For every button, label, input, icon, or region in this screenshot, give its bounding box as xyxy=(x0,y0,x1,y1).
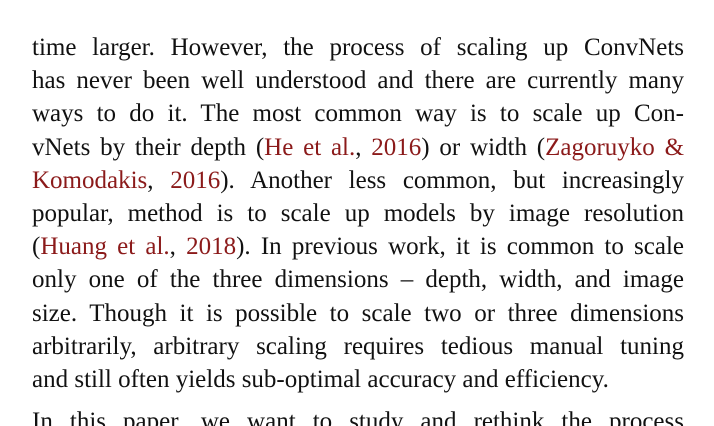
paragraph-line: size. Though it is possible to scale two… xyxy=(32,297,684,330)
paragraph-text: only one of the three dimensions – depth… xyxy=(32,266,684,294)
paragraph-text: ) or width ( xyxy=(421,133,546,161)
paragraph-line: Komodakis, 2016). Another less common, b… xyxy=(32,164,684,197)
citation-link[interactable]: Zagoruyko & xyxy=(545,133,685,161)
paragraph-text: , xyxy=(169,233,187,261)
paragraph-text: vNets by their depth ( xyxy=(32,133,265,161)
paragraph-text: ). Another less common, but increasingly xyxy=(220,166,685,194)
citation-link[interactable]: 2016 xyxy=(371,133,422,161)
citation-link[interactable]: He et al. xyxy=(264,133,356,161)
paragraph-line: vNets by their depth (He et al., 2016) o… xyxy=(32,131,684,164)
citation-link[interactable]: 2018 xyxy=(186,233,237,261)
next-paragraph: In this paper, we want to study and reth… xyxy=(32,405,684,426)
paragraph-text: has never been well understood and there… xyxy=(32,67,684,95)
paragraph-line: has never been well understood and there… xyxy=(32,64,684,97)
paragraph-text: ways to do it. The most common way is to… xyxy=(32,100,684,128)
citation-link[interactable]: Huang et al. xyxy=(40,233,170,261)
paragraph-text: , xyxy=(355,133,372,161)
paragraph-line: popular, method is to scale up models by… xyxy=(32,197,684,230)
paragraph-text: size. Though it is possible to scale two… xyxy=(32,299,684,327)
paragraph-line: (Huang et al., 2018). In previous work, … xyxy=(32,230,684,263)
paragraph-line: arbitrarily, arbitrary scaling requires … xyxy=(32,330,684,363)
paragraph-text: , xyxy=(147,166,171,194)
body-paragraph: time larger. However, the process of sca… xyxy=(32,31,684,396)
paragraph-text: popular, method is to scale up models by… xyxy=(32,200,684,228)
citation-link[interactable]: 2016 xyxy=(170,166,221,194)
paragraph-text: arbitrarily, arbitrary scaling requires … xyxy=(32,332,684,360)
citation-link[interactable]: Komodakis xyxy=(32,166,148,194)
paragraph-text: time larger. However, the process of sca… xyxy=(32,34,684,61)
paragraph-line: only one of the three dimensions – depth… xyxy=(32,263,684,296)
paragraph-line: and still often yields sub-optimal accur… xyxy=(32,363,684,396)
paragraph-line: ways to do it. The most common way is to… xyxy=(32,97,684,130)
paragraph-line: time larger. However, the process of sca… xyxy=(32,31,684,64)
paragraph-text: and still often yields sub-optimal accur… xyxy=(32,366,609,394)
paragraph-text: ). In previous work, it is common to sca… xyxy=(236,233,685,261)
next-paragraph-first-line: In this paper, we want to study and reth… xyxy=(32,408,684,426)
paragraph-text: ( xyxy=(32,233,41,261)
